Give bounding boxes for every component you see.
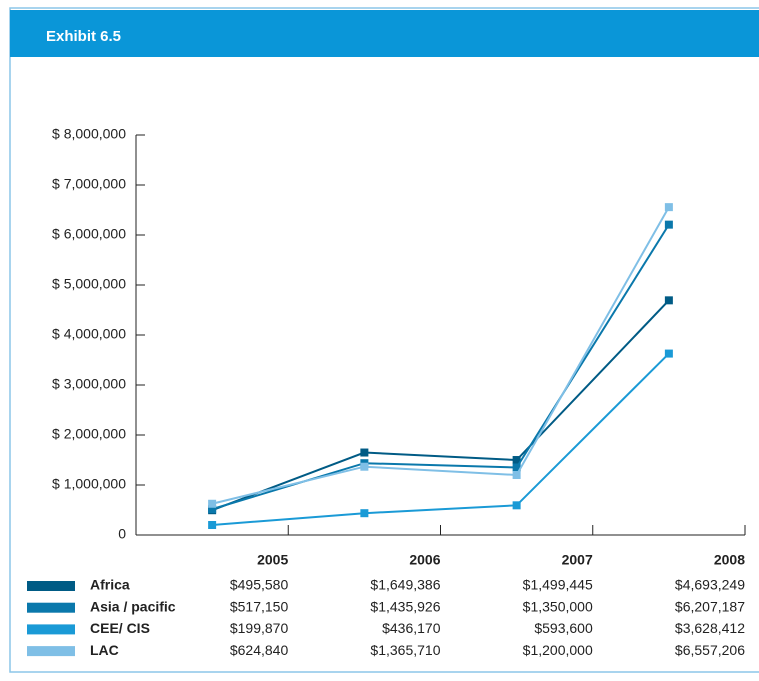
table-cell: $593,600 (534, 620, 593, 636)
point-marker (512, 471, 521, 479)
table-cell: $6,207,187 (675, 598, 745, 614)
table-cell: $436,170 (382, 620, 441, 636)
point-marker (664, 349, 673, 358)
table-cell: $495,580 (230, 577, 289, 593)
point-marker (208, 499, 217, 508)
point-marker (512, 463, 521, 472)
x-tick-label: 2006 (409, 552, 440, 568)
point-marker (512, 501, 521, 510)
x-tick-label: 2008 (714, 552, 745, 568)
table-cell: $6,557,206 (675, 642, 745, 658)
y-tick-label: $ 2,000,000 (52, 426, 126, 442)
chart-title: Exhibit 6.5 (46, 28, 121, 45)
x-tick-label: 2007 (562, 552, 593, 568)
legend-swatch (27, 581, 75, 591)
y-tick-label: $ 1,000,000 (52, 476, 126, 492)
series-line (211, 224, 670, 511)
table-cell: $1,200,000 (523, 642, 593, 658)
table-cell: $1,350,000 (523, 598, 593, 614)
point-marker (360, 462, 369, 471)
y-tick-label: $ 3,000,000 (52, 376, 126, 392)
legend-swatch (27, 624, 75, 635)
point-marker (664, 203, 673, 212)
table-cell: $1,499,445 (523, 577, 593, 593)
table-cell: $517,150 (230, 598, 289, 614)
table-cell: $1,649,386 (370, 577, 440, 593)
legend-label: Africa (90, 577, 130, 593)
y-tick-label: $ 6,000,000 (52, 226, 126, 242)
legend-swatch (27, 646, 75, 657)
point-marker (208, 521, 217, 530)
y-tick-label: 0 (118, 526, 126, 542)
series-line (211, 206, 670, 505)
point-marker (360, 509, 369, 518)
legend-swatch (27, 602, 75, 613)
y-tick-label: $ 5,000,000 (52, 276, 126, 292)
legend-label: LAC (90, 642, 119, 658)
point-marker (208, 505, 217, 514)
point-marker (664, 220, 673, 229)
y-tick-label: $ 8,000,000 (52, 126, 126, 142)
point-marker (360, 448, 369, 457)
table-cell: $3,628,412 (675, 620, 745, 636)
y-tick-label: $ 7,000,000 (52, 176, 126, 192)
legend-label: Asia / pacific (90, 598, 176, 614)
table-cell: $1,365,710 (370, 642, 440, 658)
point-marker (512, 456, 521, 465)
series-line (211, 299, 670, 512)
table-cell: $624,840 (230, 642, 289, 658)
series-line (212, 352, 670, 527)
table-cell: $199,870 (230, 620, 289, 636)
y-tick-label: $ 4,000,000 (52, 326, 126, 342)
header-band (10, 10, 759, 57)
table-cell: $1,435,926 (370, 598, 440, 614)
x-tick-label: 2005 (257, 552, 288, 568)
legend-label: CEE/ CIS (90, 620, 150, 636)
point-marker (664, 296, 673, 305)
frame (9, 7, 759, 673)
table-cell: $4,693,249 (675, 577, 745, 593)
